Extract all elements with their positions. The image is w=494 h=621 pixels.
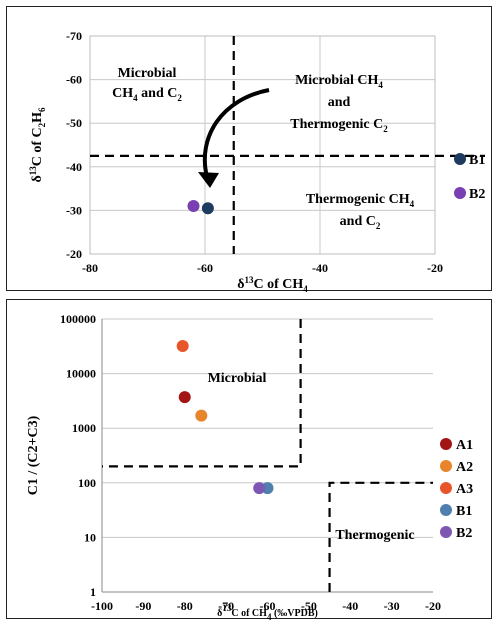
curved-arrow: [202, 88, 270, 178]
legend-marker-a1: [440, 438, 452, 450]
data-point-b1: [261, 482, 274, 495]
x-tick-label: -20: [427, 261, 443, 275]
legend-label: A1: [456, 438, 473, 453]
data-point-a1: [178, 391, 191, 404]
x-tick-label: -80: [177, 599, 193, 613]
y-tick-label: 1000: [72, 421, 96, 435]
chart-bottom-panel: -100 -90 -80 -70 -60 -50 -40 -30 -20 1 10 100 1000 10…: [6, 299, 492, 621]
legend-marker-b2: [454, 187, 466, 199]
region-label: Microbial: [118, 66, 177, 81]
x-tick-label: -30: [384, 599, 400, 613]
region-label: and: [328, 95, 351, 110]
legend-label: B1: [469, 153, 485, 168]
y-tick-label: 100000: [60, 312, 96, 326]
y-tick-label: 100: [78, 476, 96, 490]
data-point-b1: [201, 202, 214, 215]
x-tick-label: -90: [135, 599, 151, 613]
x-axis-title: δ13​C of CH4​: [237, 275, 308, 294]
thermogenic-boundary: [328, 481, 433, 592]
legend-label: B2: [456, 526, 472, 541]
data-point-b2: [187, 200, 200, 213]
chart-top-svg: -80 -60 -40 -20 -70 -60 -50 -40 -30 -20 Microbial C…: [28, 29, 485, 294]
y-tick-label: -50: [66, 116, 82, 130]
y-tick-label: -40: [66, 160, 82, 174]
region-label: and C2​: [340, 214, 381, 231]
x-tick-label: -40: [342, 599, 358, 613]
chart-top-panel: -80 -60 -40 -20 -70 -60 -50 -40 -30 -20 Microbial C…: [6, 6, 492, 294]
x-tick-label: -20: [425, 599, 441, 613]
y-axis-title: C1 / (C2+C3): [26, 415, 41, 495]
y-tick-label: -30: [66, 203, 82, 217]
region-label: Microbial: [208, 371, 267, 386]
x-tick-label: -60: [197, 261, 213, 275]
x-tick-label: -80: [82, 261, 98, 275]
legend-marker-a2: [440, 460, 452, 472]
data-point-b2: [253, 482, 266, 495]
y-tick-label: -20: [66, 247, 82, 261]
data-point-a3: [176, 340, 189, 353]
region-label: Microbial CH4​: [295, 73, 383, 90]
y-tick-label: -60: [66, 73, 82, 87]
x-tick-label: -60: [260, 599, 276, 613]
x-tick-label: -70: [218, 599, 234, 613]
plot-area: [89, 35, 436, 255]
region-label: Thermogenic: [335, 528, 414, 543]
region-label: Thermogenic C2​: [290, 117, 388, 134]
y-tick-label: 10000: [66, 367, 96, 381]
y-tick-label: 10: [84, 530, 96, 544]
x-axis-title: δ13​C of CH4​ (‰VPDB): [217, 603, 318, 621]
legend-label: B2: [469, 187, 485, 202]
chart-bottom-svg: -100 -90 -80 -70 -60 -50 -40 -30 -20 1 10 100 1000 10…: [26, 312, 473, 621]
data-point-a2: [195, 409, 208, 422]
legend-marker-b1: [440, 504, 452, 516]
legend-label: A2: [456, 460, 473, 475]
legend-marker-b1: [454, 153, 466, 165]
x-tick-label: -100: [91, 599, 113, 613]
region-label: CH4​ and C2​: [112, 86, 182, 103]
arrow-head: [198, 172, 219, 188]
x-tick-label: -40: [312, 261, 328, 275]
microbial-boundary: [102, 319, 302, 468]
legend-marker-b2: [440, 526, 452, 538]
legend-label: B1: [456, 504, 472, 519]
y-tick-label: 1: [90, 585, 96, 599]
y-axis-title: δ13​C of C2​H6​: [28, 107, 47, 183]
region-label: Thermogenic CH4​: [306, 192, 415, 209]
legend-label: A3: [456, 482, 473, 497]
x-tick-label: -50: [301, 599, 317, 613]
legend-marker-a3: [440, 482, 452, 494]
y-tick-label: -70: [66, 29, 82, 43]
